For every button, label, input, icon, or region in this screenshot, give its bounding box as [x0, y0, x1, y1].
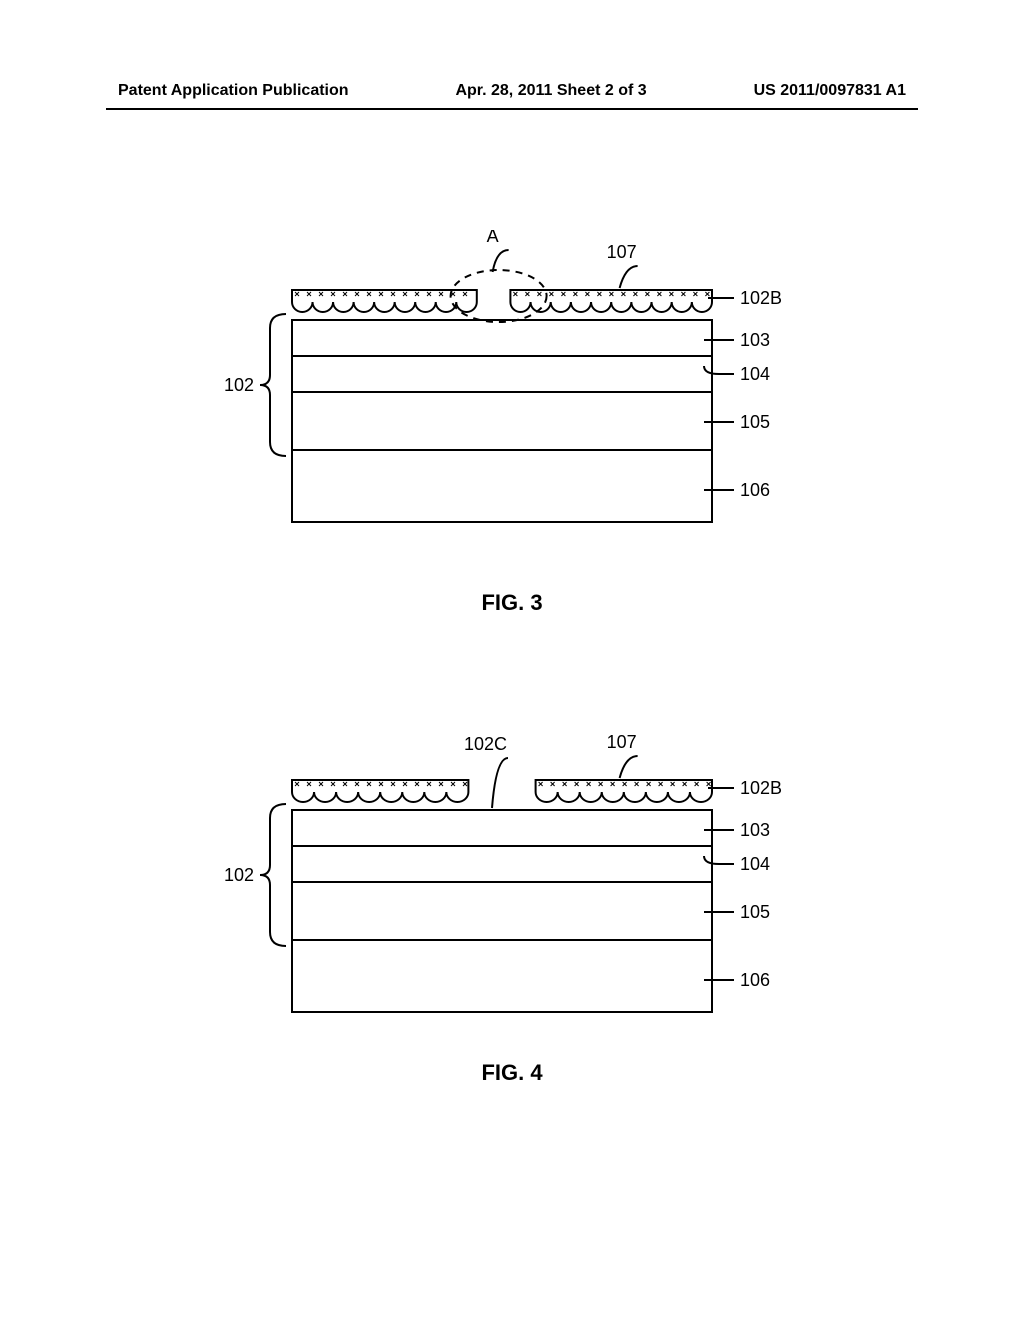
figure-3-caption: FIG. 3 [182, 590, 842, 616]
header-left: Patent Application Publication [118, 82, 349, 100]
header-right: US 2011/0097831 A1 [754, 82, 906, 100]
header-divider [106, 108, 918, 110]
svg-text:102B: 102B [740, 778, 782, 798]
svg-text:A: A [487, 230, 499, 246]
svg-text:107: 107 [607, 732, 637, 752]
svg-text:102B: 102B [740, 288, 782, 308]
svg-text:102: 102 [224, 865, 254, 885]
figure-3: 102 102B 103 104 105 106 107 A FIG. 3 [182, 230, 842, 616]
page-header: Patent Application Publication Apr. 28, … [0, 82, 1024, 100]
svg-text:102C: 102C [464, 734, 507, 754]
svg-text:103: 103 [740, 820, 770, 840]
svg-text:105: 105 [740, 412, 770, 432]
figure-3-svg: 102 102B 103 104 105 106 107 A [182, 230, 842, 550]
svg-text:106: 106 [740, 480, 770, 500]
svg-text:104: 104 [740, 854, 770, 874]
svg-text:103: 103 [740, 330, 770, 350]
svg-text:107: 107 [607, 242, 637, 262]
svg-text:105: 105 [740, 902, 770, 922]
figure-4: 102 102B 103 104 105 106 107 102C FIG. 4 [182, 720, 842, 1086]
figure-4-svg: 102 102B 103 104 105 106 107 102C [182, 720, 842, 1020]
svg-text:102: 102 [224, 375, 254, 395]
header-center: Apr. 28, 2011 Sheet 2 of 3 [455, 82, 646, 100]
figure-4-caption: FIG. 4 [182, 1060, 842, 1086]
svg-text:106: 106 [740, 970, 770, 990]
svg-text:104: 104 [740, 364, 770, 384]
